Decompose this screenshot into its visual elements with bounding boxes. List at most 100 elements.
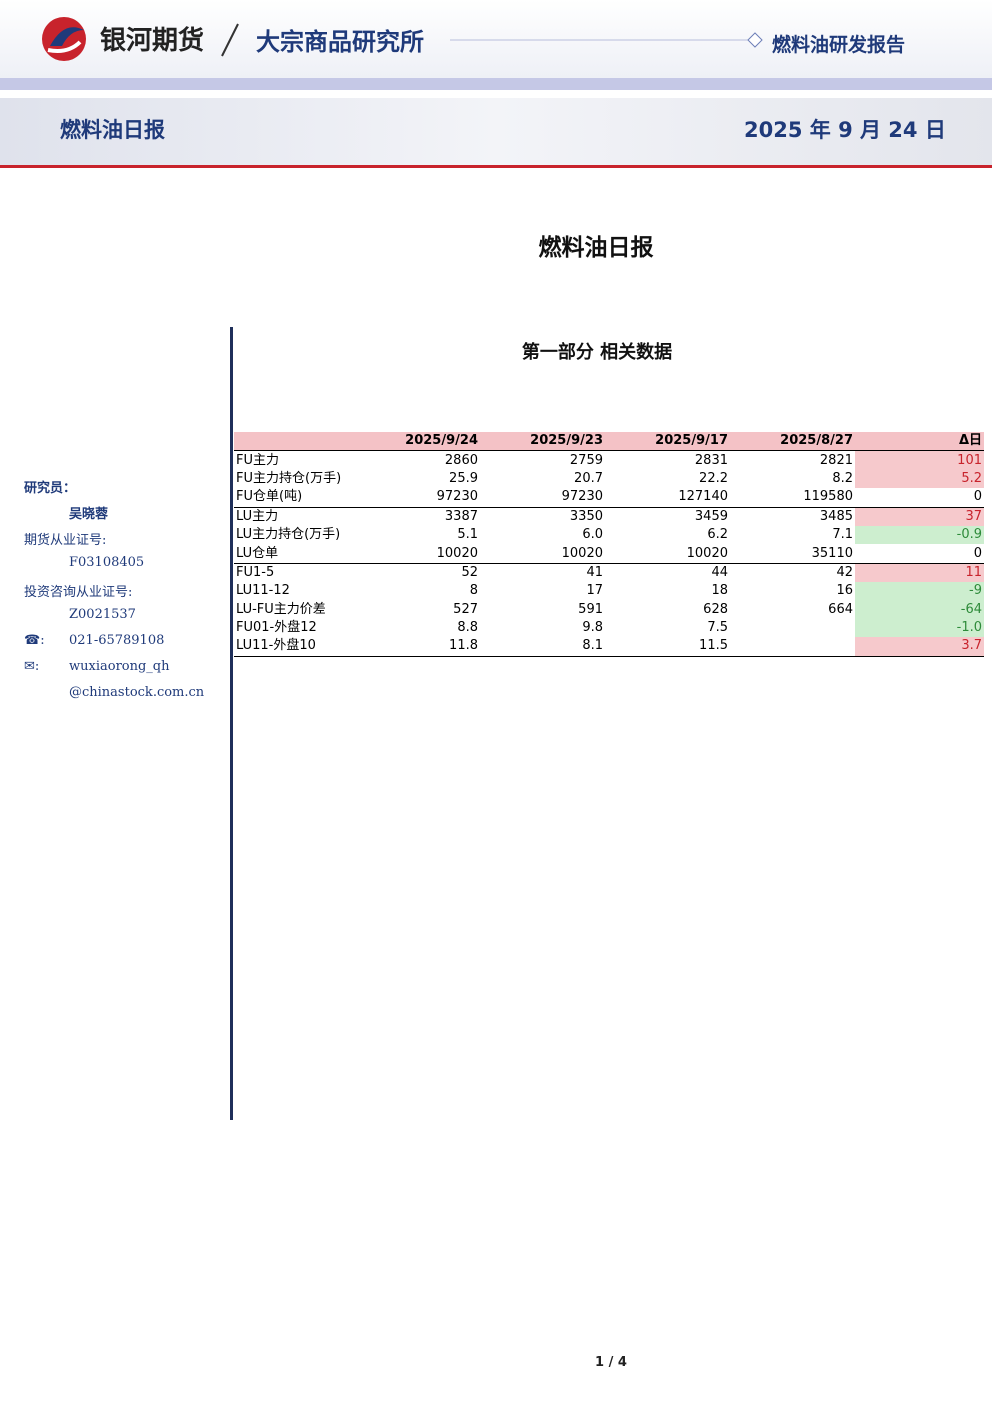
cell: -9 (855, 582, 984, 601)
page-number: 1 / 4 (595, 1355, 627, 1370)
cell: 101 (855, 450, 984, 470)
table-row: FU01-外盘12 8.8 9.8 7.5 -1.0 (234, 618, 984, 638)
institute: 大宗商品研究所 (256, 28, 424, 56)
cell: 18 (711, 583, 728, 599)
cell: -64 (855, 600, 984, 619)
header-cell (234, 432, 357, 451)
banner-line (0, 165, 992, 168)
row-label: FU1-5 (236, 564, 275, 580)
email-user: wuxiaorong_qh (69, 659, 170, 674)
cell: 0 (973, 545, 982, 561)
cell: 591 (578, 601, 603, 617)
cell: 52 (461, 564, 478, 580)
cell: 8.8 (457, 620, 478, 636)
cell: 2759 (569, 452, 603, 468)
connector (450, 32, 763, 48)
advisory-label: 投资咨询从业证号: (24, 585, 133, 600)
cell: 10020 (436, 545, 478, 561)
advisory: Z0021537 (69, 607, 136, 622)
header-cell: 2025/9/23 (530, 433, 603, 449)
table-row: LU主力持仓(万手) 5.1 6.0 6.2 7.1 -0.9 (234, 525, 984, 545)
header-cell: Δ日 (958, 433, 982, 449)
table-row: LU-FU主力价差 527 591 628 664 -64 (234, 600, 984, 619)
header-bar (0, 0, 992, 78)
doc-title: 燃料油日报 (538, 235, 654, 261)
brand: 银河期货 (100, 26, 205, 56)
cell: 10020 (686, 545, 728, 561)
banner-date: 2025 年 9 月 24 日 (744, 118, 946, 142)
table-row: FU主力持仓(万手) 25.9 20.7 22.2 8.2 5.2 (234, 469, 984, 489)
license-label: 期货从业证号: (24, 533, 107, 548)
cell: 2831 (694, 452, 728, 468)
cell: 9.8 (582, 620, 603, 636)
divider (221, 23, 239, 57)
banner (0, 98, 992, 166)
cell: 97230 (561, 489, 603, 505)
cell: 3485 (819, 508, 853, 524)
cell: 8.2 (832, 470, 853, 486)
cell: 527 (453, 601, 478, 617)
cell: 41 (586, 564, 603, 580)
cell: 664 (828, 601, 853, 617)
row-label: LU主力 (236, 508, 279, 524)
row-label: LU仓单 (236, 545, 279, 561)
cell: 17 (586, 583, 603, 599)
cell (730, 619, 855, 637)
cell: 5.1 (457, 527, 478, 543)
cell: 25.9 (449, 470, 478, 486)
cell: 16 (836, 583, 853, 599)
license: F03108405 (69, 555, 145, 570)
cell: 2821 (819, 452, 853, 468)
cell: 0 (973, 489, 982, 505)
cell (730, 637, 855, 656)
table-row: LU仓单 10020 10020 10020 35110 0 (234, 544, 984, 564)
table-row: FU1-5 52 41 44 42 11 (234, 563, 984, 583)
phone: 021-65789108 (69, 633, 165, 648)
cell: 7.5 (707, 620, 728, 636)
cell: 8 (469, 583, 478, 599)
phone-icon: ☎: (24, 633, 45, 648)
cell: -0.9 (855, 525, 984, 545)
cell: 8.1 (582, 638, 603, 654)
row-label: FU主力持仓(万手) (236, 470, 342, 486)
cell: 5.2 (855, 469, 984, 489)
cell: 119580 (803, 489, 853, 505)
cell: 3350 (569, 508, 603, 524)
cell: 97230 (436, 489, 478, 505)
researcher: 吴晓蓉 (69, 507, 109, 522)
header-cell: 2025/9/24 (405, 433, 478, 449)
cell: 11.8 (449, 638, 478, 654)
cell: 628 (703, 601, 728, 617)
header-row: 2025/9/24 2025/9/23 2025/9/17 2025/8/27 Δ日 (234, 432, 984, 451)
header-cell: 2025/8/27 (780, 433, 853, 449)
section-title: 第一部分 相关数据 (521, 342, 673, 363)
logo (42, 17, 86, 61)
cell: 11.5 (699, 638, 728, 654)
table-row: FU主力 2860 2759 2831 2821 101 (234, 450, 984, 470)
researcher-label: 研究员： (24, 481, 77, 496)
cell: 3459 (694, 508, 728, 524)
cell: 20.7 (574, 470, 603, 486)
row-label: FU01-外盘12 (236, 620, 317, 636)
email-icon: ✉: (24, 659, 40, 674)
row-label: LU11-12 (236, 583, 290, 599)
row-label: LU主力持仓(万手) (236, 527, 341, 543)
cell: 6.2 (707, 527, 728, 543)
cell: 3387 (444, 508, 478, 524)
cell: 2860 (444, 452, 478, 468)
table-row: LU主力 3387 3350 3459 3485 37 (234, 507, 984, 526)
cell: 127140 (678, 489, 728, 505)
email-domain: @chinastock.com.cn (69, 685, 205, 700)
cell: 6.0 (582, 527, 603, 543)
header-cell: 2025/9/17 (655, 433, 728, 449)
cell: 42 (836, 564, 853, 580)
row-label: FU主力 (236, 452, 279, 468)
report-type: 燃料油研发报告 (772, 34, 906, 56)
cell: 7.1 (832, 527, 853, 543)
banner-title: 燃料油日报 (60, 118, 165, 142)
cell: 35110 (811, 545, 853, 561)
cell: -1.0 (855, 618, 984, 638)
cell: 37 (855, 507, 984, 526)
cell: 44 (711, 564, 728, 580)
